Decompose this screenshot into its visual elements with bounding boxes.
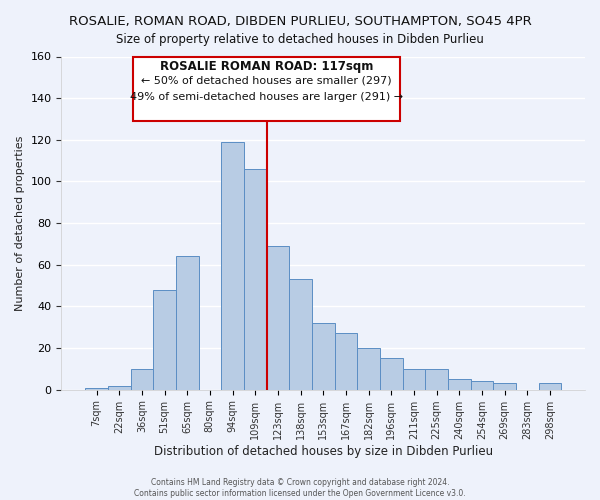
Bar	[380, 358, 403, 390]
Bar	[448, 380, 470, 390]
Bar	[425, 369, 448, 390]
Bar	[176, 256, 199, 390]
Bar	[85, 388, 108, 390]
Bar	[493, 384, 516, 390]
FancyBboxPatch shape	[133, 56, 400, 121]
X-axis label: Distribution of detached houses by size in Dibden Purlieu: Distribution of detached houses by size …	[154, 444, 493, 458]
Text: ROSALIE ROMAN ROAD: 117sqm: ROSALIE ROMAN ROAD: 117sqm	[160, 60, 373, 72]
Bar	[335, 334, 357, 390]
Bar	[539, 384, 561, 390]
Text: 49% of semi-detached houses are larger (291) →: 49% of semi-detached houses are larger (…	[130, 92, 403, 102]
Text: ROSALIE, ROMAN ROAD, DIBDEN PURLIEU, SOUTHAMPTON, SO45 4PR: ROSALIE, ROMAN ROAD, DIBDEN PURLIEU, SOU…	[68, 15, 532, 28]
Bar	[108, 386, 131, 390]
Bar	[266, 246, 289, 390]
Text: Size of property relative to detached houses in Dibden Purlieu: Size of property relative to detached ho…	[116, 32, 484, 46]
Bar	[357, 348, 380, 390]
Bar	[403, 369, 425, 390]
Bar	[221, 142, 244, 390]
Bar	[244, 169, 266, 390]
Text: ← 50% of detached houses are smaller (297): ← 50% of detached houses are smaller (29…	[141, 75, 392, 85]
Bar	[470, 382, 493, 390]
Bar	[153, 290, 176, 390]
Y-axis label: Number of detached properties: Number of detached properties	[15, 136, 25, 311]
Text: Contains HM Land Registry data © Crown copyright and database right 2024.
Contai: Contains HM Land Registry data © Crown c…	[134, 478, 466, 498]
Bar	[131, 369, 153, 390]
Bar	[289, 280, 312, 390]
Bar	[312, 323, 335, 390]
